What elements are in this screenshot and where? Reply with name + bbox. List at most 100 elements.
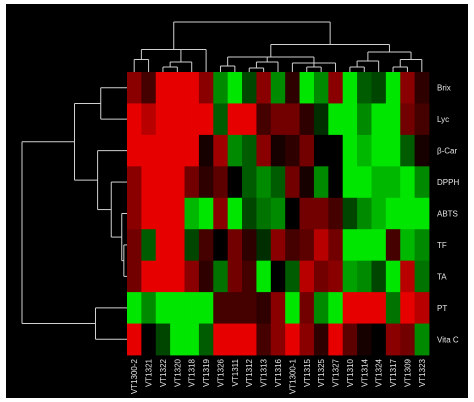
heatmap-cell [299,292,315,324]
row-label: Lyc [437,115,449,124]
heatmap-cell [313,229,329,262]
heatmap-cell [198,292,214,324]
heatmap-cell [313,72,329,104]
heatmap-cell [155,103,171,136]
heatmap-cell [313,134,329,167]
heatmap-cell [342,292,358,324]
heatmap-cell [285,229,300,262]
heatmap-cells [127,72,430,356]
heatmap-cell [342,323,358,356]
heatmap-cell [198,103,214,136]
heatmap-cell [227,134,243,167]
heatmap-cell [155,229,171,262]
heatmap-cell [155,134,171,167]
heatmap-cell [198,229,214,262]
column-label: VT1326 [216,358,225,387]
heatmap-cell [141,292,157,324]
heatmap-cell [213,323,229,356]
heatmap-cell [270,292,286,324]
heatmap-cell [198,134,214,167]
heatmap-cell [414,197,430,230]
column-label: VT1315 [303,358,312,387]
heatmap-cell [270,197,286,230]
heatmap-cell [385,229,401,262]
column-labels: VT1300-2 VT1321 VT1322 VT1320 VT1318 VT1319 VT… [130,358,427,394]
heatmap-cell [371,72,387,104]
heatmap-cell [385,166,401,199]
heatmap-cell [170,292,185,324]
heatmap-cell [328,134,344,167]
heatmap-cell [141,197,157,230]
heatmap-cell [313,197,329,230]
heatmap-cell [184,292,200,324]
heatmap-cell [371,103,387,136]
heatmap-cell [256,292,272,324]
heatmap-cell [184,197,200,230]
heatmap-cell [270,134,286,167]
row-dendrogram [21,87,127,340]
row-labels: Brix Lyc β-Car DPPH ABTS TF TA PT Vita C [437,84,459,345]
heatmap-cell [213,166,229,199]
heatmap-cell [371,166,387,199]
heatmap-cell [242,72,257,104]
heatmap-cell [170,166,185,199]
heatmap-cell [313,292,329,324]
heatmap-cell [299,197,315,230]
column-label: VT1316 [274,358,283,387]
column-label: VT1320 [173,358,182,387]
heatmap-cell [184,229,200,262]
column-label: VT1310 [346,358,355,387]
heatmap-cell [299,260,315,293]
column-label: VT1314 [360,358,369,387]
heatmap-cell [141,323,157,356]
heatmap-cell [328,323,344,356]
heatmap-cell [299,229,315,262]
column-label: VT1321 [145,358,154,387]
heatmap-cell [127,197,142,230]
heatmap-cell [155,292,171,324]
heatmap-cell [270,166,286,199]
heatmap-cell [213,260,229,293]
heatmap-cell [227,197,243,230]
heatmap-cell [141,134,157,167]
heatmap-cell [400,292,416,324]
column-label: VT1322 [159,358,168,387]
heatmap-cell [328,260,344,293]
column-label: VT1317 [389,358,398,387]
column-label: VT1312 [245,358,254,387]
heatmap-cell [127,260,142,293]
heatmap-cell [184,103,200,136]
heatmap-cell [285,166,300,199]
heatmap-cell [299,323,315,356]
heatmap-cell [170,72,185,104]
heatmap-cell [328,72,344,104]
row-label: Brix [437,84,451,93]
heatmap-cell [213,103,229,136]
row-label: TA [437,272,447,281]
row-label: β-Car [437,147,457,156]
heatmap-cell [198,166,214,199]
heatmap-cell [198,72,214,104]
heatmap-cell [141,103,157,136]
column-label: VT1319 [202,358,211,387]
heatmap-cell [328,103,344,136]
heatmap-cell [328,292,344,324]
heatmap-cell [155,72,171,104]
heatmap-cell [270,72,286,104]
column-label: VT1318 [188,358,197,387]
heatmap-cell [385,292,401,324]
heatmap-cell [270,229,286,262]
heatmap-cell [213,134,229,167]
heatmap-cell [213,229,229,262]
heatmap-cell [198,323,214,356]
heatmap-cell [155,323,171,356]
heatmap-cell [313,166,329,199]
row-label: PT [437,304,447,313]
heatmap-cell [170,260,185,293]
column-dendrogram [133,21,423,72]
heatmap-cell [328,166,344,199]
heatmap-cell [213,72,229,104]
column-label: VT1300-1 [288,358,297,394]
heatmap-cell [184,260,200,293]
heatmap-cell [357,197,372,230]
